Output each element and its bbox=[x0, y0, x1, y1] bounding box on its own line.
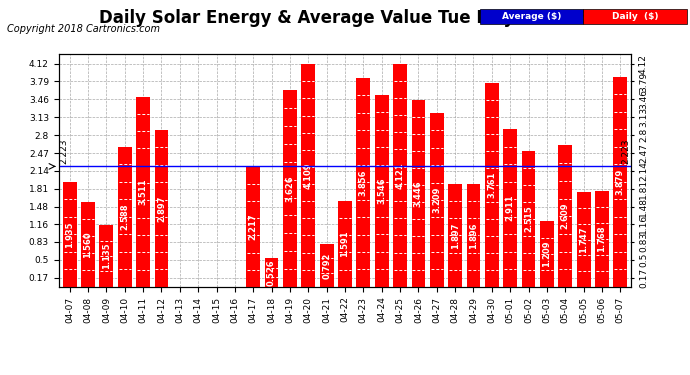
Text: 3.626: 3.626 bbox=[286, 175, 295, 202]
Text: 1.747: 1.747 bbox=[579, 226, 588, 253]
Bar bbox=[411, 100, 425, 287]
Bar bbox=[558, 146, 572, 287]
Bar bbox=[430, 113, 444, 287]
Text: 1.209: 1.209 bbox=[542, 241, 551, 267]
Text: 1.135: 1.135 bbox=[102, 243, 111, 269]
Bar bbox=[246, 167, 260, 287]
Text: 2.897: 2.897 bbox=[157, 195, 166, 222]
Bar bbox=[503, 129, 517, 287]
Text: 1.768: 1.768 bbox=[598, 226, 607, 252]
Text: 1.896: 1.896 bbox=[469, 222, 478, 249]
Text: 3.209: 3.209 bbox=[432, 187, 442, 213]
Text: 4.109: 4.109 bbox=[304, 162, 313, 189]
Bar bbox=[357, 78, 371, 287]
Bar bbox=[283, 90, 297, 287]
Bar bbox=[466, 184, 480, 287]
Text: 1.591: 1.591 bbox=[340, 231, 350, 257]
Text: 3.546: 3.546 bbox=[377, 177, 386, 204]
Text: Daily Solar Energy & Average Value Tue May 8 19:56: Daily Solar Energy & Average Value Tue M… bbox=[99, 9, 591, 27]
Text: 1.560: 1.560 bbox=[83, 231, 92, 258]
Bar bbox=[136, 97, 150, 287]
Bar bbox=[540, 221, 554, 287]
Text: 3.511: 3.511 bbox=[139, 178, 148, 205]
Bar bbox=[63, 182, 77, 287]
Bar bbox=[485, 83, 499, 287]
Bar bbox=[577, 192, 591, 287]
Text: 1.935: 1.935 bbox=[65, 221, 74, 248]
Bar bbox=[338, 201, 352, 287]
Text: 3.879: 3.879 bbox=[616, 169, 625, 195]
Text: 3.856: 3.856 bbox=[359, 169, 368, 196]
Bar bbox=[375, 95, 388, 287]
Bar bbox=[595, 191, 609, 287]
Bar bbox=[118, 147, 132, 287]
Text: 0.526: 0.526 bbox=[267, 259, 276, 286]
Text: 2.911: 2.911 bbox=[506, 195, 515, 221]
Bar bbox=[613, 76, 627, 287]
Text: 0.792: 0.792 bbox=[322, 252, 331, 279]
Bar bbox=[155, 130, 168, 287]
Text: 2.217: 2.217 bbox=[248, 213, 258, 240]
Text: Copyright 2018 Cartronics.com: Copyright 2018 Cartronics.com bbox=[7, 24, 160, 34]
Text: 2.588: 2.588 bbox=[120, 204, 129, 230]
Bar bbox=[265, 258, 279, 287]
Text: 3.761: 3.761 bbox=[487, 172, 496, 198]
Text: 2.223: 2.223 bbox=[622, 139, 631, 164]
Text: 4.121: 4.121 bbox=[395, 162, 404, 189]
Text: 1.897: 1.897 bbox=[451, 222, 460, 249]
Text: 2.609: 2.609 bbox=[561, 203, 570, 229]
Bar bbox=[522, 151, 535, 287]
Bar bbox=[99, 225, 113, 287]
Text: Average ($): Average ($) bbox=[502, 12, 561, 21]
Bar bbox=[393, 63, 407, 287]
Text: 2.515: 2.515 bbox=[524, 206, 533, 232]
Bar bbox=[448, 184, 462, 287]
Text: Daily  ($): Daily ($) bbox=[611, 12, 658, 21]
Bar bbox=[319, 244, 333, 287]
Text: 3.446: 3.446 bbox=[414, 180, 423, 207]
Bar bbox=[81, 202, 95, 287]
Text: 2.223: 2.223 bbox=[59, 139, 68, 164]
Bar bbox=[302, 64, 315, 287]
